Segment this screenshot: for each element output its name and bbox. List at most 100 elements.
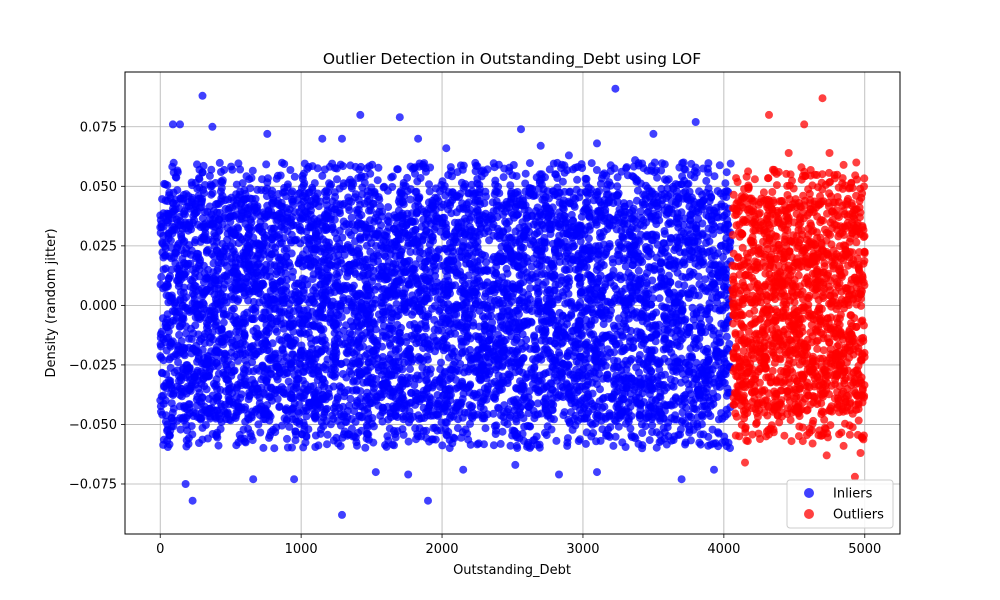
data-point: [422, 394, 431, 403]
data-point: [502, 264, 511, 273]
data-point: [524, 409, 533, 418]
data-point: [638, 429, 647, 437]
data-point: [197, 335, 206, 343]
data-point: [617, 287, 626, 296]
data-point: [601, 206, 610, 214]
data-point: [436, 187, 444, 196]
data-point: [173, 350, 182, 359]
data-point: [369, 422, 378, 431]
data-point: [480, 440, 488, 449]
data-point: [167, 265, 176, 274]
data-point: [267, 370, 276, 379]
data-point: [664, 175, 673, 184]
data-point: [448, 243, 457, 252]
data-point: [220, 280, 229, 289]
data-point: [722, 391, 731, 400]
data-point: [657, 436, 665, 445]
data-point: [610, 356, 618, 365]
data-point: [488, 318, 497, 327]
data-point: [501, 336, 510, 344]
data-point: [555, 348, 563, 357]
data-point: [658, 159, 666, 168]
data-point: [373, 176, 382, 185]
data-point: [199, 161, 208, 170]
data-point: [422, 376, 431, 385]
data-point: [483, 301, 492, 310]
data-point: [391, 346, 400, 355]
data-point: [339, 182, 348, 191]
data-point: [237, 390, 246, 399]
data-point: [352, 206, 361, 215]
data-point: [406, 185, 415, 194]
data-point: [726, 159, 735, 168]
data-point: [610, 324, 619, 333]
data-point: [636, 207, 645, 216]
data-point: [362, 241, 371, 250]
data-point: [209, 259, 218, 268]
data-point: [248, 166, 257, 175]
data-point: [611, 432, 620, 441]
data-point: [714, 429, 723, 438]
data-point: [485, 236, 494, 245]
data-point: [566, 419, 574, 428]
data-point: [497, 411, 505, 420]
data-point: [580, 307, 589, 316]
data-point: [207, 190, 216, 199]
data-point: [552, 436, 561, 445]
data-point: [159, 265, 168, 274]
data-point: [165, 188, 174, 197]
data-point: [357, 426, 366, 435]
data-point: [181, 322, 190, 331]
data-point: [420, 332, 429, 341]
data-point: [211, 381, 220, 390]
data-point: [609, 266, 618, 275]
data-point: [648, 230, 657, 239]
data-point: [707, 324, 716, 332]
data-point: [626, 424, 635, 433]
data-point: [222, 262, 231, 270]
data-point: [247, 174, 256, 182]
data-point: [335, 226, 344, 235]
data-point: [489, 159, 498, 168]
data-point: [167, 399, 176, 408]
data-point: [174, 358, 183, 367]
data-point: [602, 171, 611, 180]
data-point: [207, 165, 216, 174]
data-point: [655, 282, 663, 291]
data-point: [555, 257, 564, 266]
data-point: [529, 355, 537, 364]
data-point: [512, 441, 521, 450]
data-point: [428, 435, 437, 444]
data-point: [190, 299, 199, 308]
data-point: [606, 181, 615, 190]
data-point: [169, 158, 178, 167]
data-point: [466, 440, 475, 449]
data-point: [227, 162, 236, 171]
data-point: [288, 404, 297, 413]
data-point: [157, 327, 166, 336]
data-point: [590, 315, 599, 324]
data-point: [609, 258, 617, 267]
data-point: [340, 392, 349, 401]
data-point: [430, 302, 439, 310]
series-inliers: [156, 84, 735, 519]
data-point: [254, 420, 263, 429]
data-point: [301, 275, 310, 284]
data-point: [471, 268, 480, 277]
data-point: [381, 441, 390, 450]
data-point: [498, 304, 507, 313]
data-point: [648, 421, 657, 430]
data-point: [710, 172, 719, 181]
data-point: [452, 375, 460, 384]
data-point: [545, 165, 554, 174]
data-point: [657, 166, 666, 175]
data-point: [588, 308, 597, 317]
data-point: [723, 384, 732, 393]
data-point: [670, 400, 679, 409]
data-point: [615, 271, 624, 280]
data-point: [634, 266, 643, 275]
data-point: [194, 261, 203, 270]
data-point: [500, 418, 509, 427]
data-point: [722, 332, 731, 341]
data-point: [480, 314, 489, 323]
